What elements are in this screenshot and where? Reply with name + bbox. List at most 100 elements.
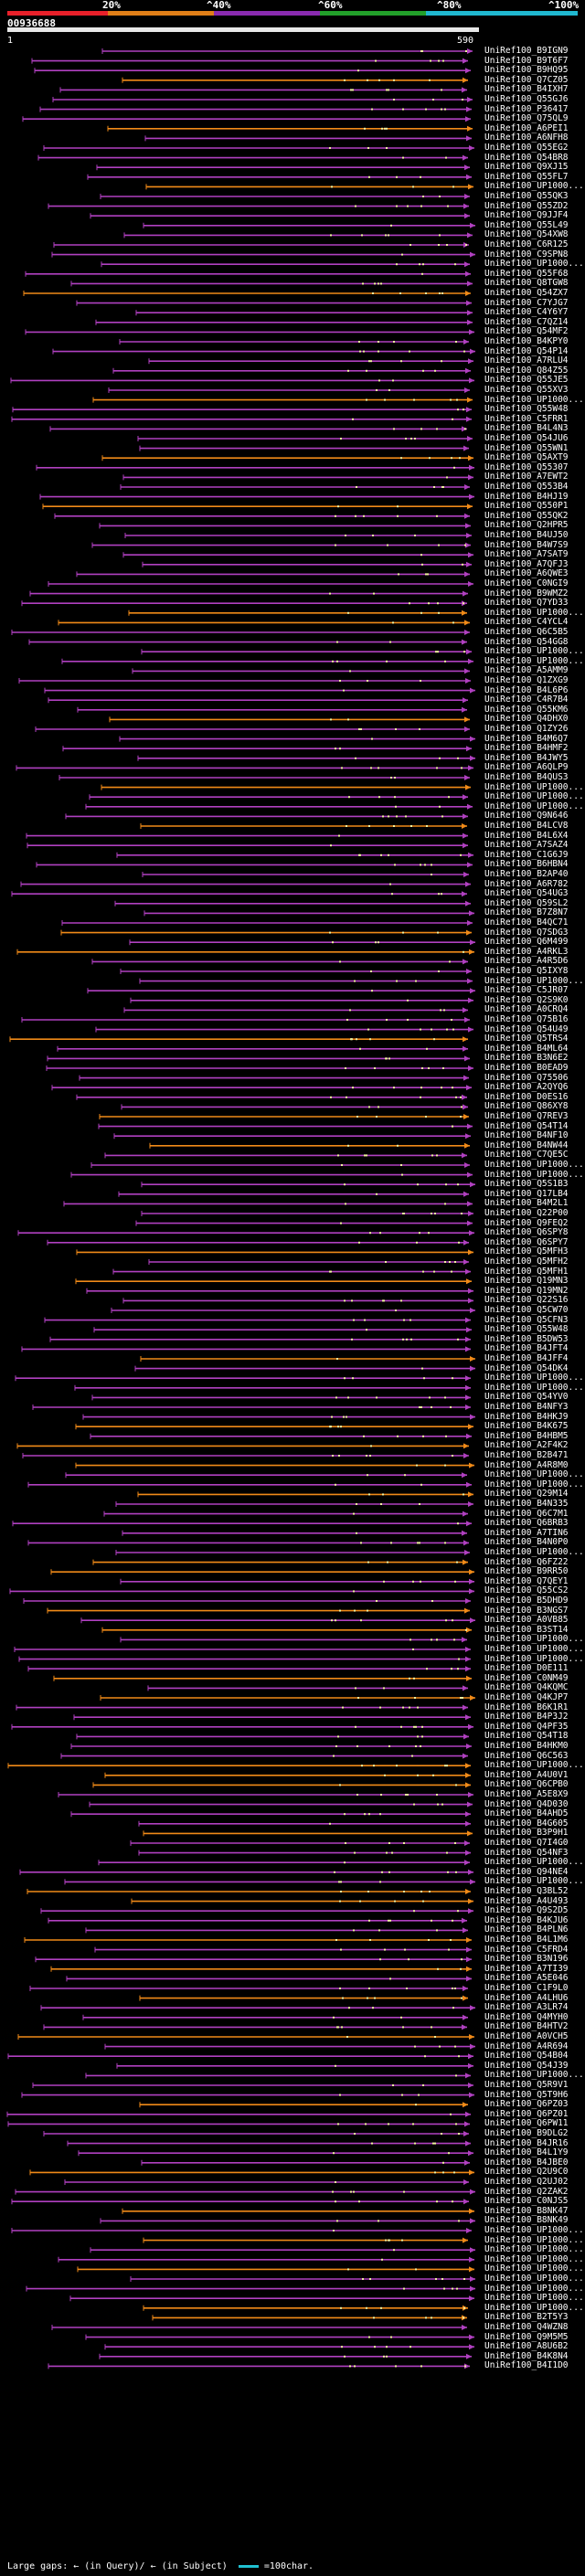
hit-label[interactable]: UniRef100_A4RKL3 xyxy=(484,946,569,957)
hit-label[interactable]: UniRef100_Q54GG8 xyxy=(484,636,569,647)
hit-label[interactable]: UniRef100_UP1000... xyxy=(484,2293,584,2304)
hit-label[interactable]: UniRef100_A4R8M0 xyxy=(484,1459,569,1470)
hit-label[interactable]: UniRef100_B2B471 xyxy=(484,1450,569,1460)
hit-label[interactable]: UniRef100_C0NM49 xyxy=(484,1672,569,1683)
hit-label[interactable]: UniRef100_B4M6Q7 xyxy=(484,733,569,744)
hit-label[interactable]: UniRef100_Q6C563 xyxy=(484,1750,569,1761)
hit-label[interactable]: UniRef100_B4L1M6 xyxy=(484,1935,569,1945)
hit-label[interactable]: UniRef100_Q6PW11 xyxy=(484,2118,569,2129)
hit-label[interactable]: UniRef100_UP1000... xyxy=(484,1653,584,1664)
hit-label[interactable]: UniRef100_B3P9H1 xyxy=(484,1828,569,1839)
hit-label[interactable]: UniRef100_Q55F68 xyxy=(484,268,569,279)
hit-label[interactable]: UniRef100_B4QUS3 xyxy=(484,772,569,782)
hit-label[interactable]: UniRef100_B4K675 xyxy=(484,1421,569,1432)
hit-label[interactable]: UniRef100_C0NGI9 xyxy=(484,578,569,588)
hit-label[interactable]: UniRef100_A2F4K2 xyxy=(484,1440,569,1451)
hit-label[interactable]: UniRef100_B4JBE0 xyxy=(484,2157,569,2168)
hit-label[interactable]: UniRef100_Q2UJ02 xyxy=(484,2177,569,2187)
hit-label[interactable]: UniRef100_B4QC71 xyxy=(484,917,569,928)
hit-label[interactable]: UniRef100_UP1000... xyxy=(484,1760,584,1771)
hit-label[interactable]: UniRef100_Q54T18 xyxy=(484,1731,569,1742)
hit-label[interactable]: UniRef100_Q5CFN3 xyxy=(484,1314,569,1325)
hit-label[interactable]: UniRef100_UP1000... xyxy=(484,2302,584,2313)
hit-label[interactable]: UniRef100_B2AP40 xyxy=(484,869,569,879)
hit-label[interactable]: UniRef100_Q3BL52 xyxy=(484,1886,569,1896)
hit-label[interactable]: UniRef100_Q7I4G0 xyxy=(484,1838,569,1848)
hit-label[interactable]: UniRef100_UP1000... xyxy=(484,1169,584,1180)
hit-label[interactable]: UniRef100_UP1000... xyxy=(484,781,584,792)
hit-label[interactable]: UniRef100_UP1000... xyxy=(484,394,584,405)
hit-label[interactable]: UniRef100_A6QWE3 xyxy=(484,568,569,579)
hit-label[interactable]: UniRef100_Q55JE5 xyxy=(484,375,569,386)
hit-label[interactable]: UniRef100_Q19MN3 xyxy=(484,1276,569,1287)
hit-label[interactable]: UniRef100_UP1000... xyxy=(484,2253,584,2264)
hit-label[interactable]: UniRef100_UP1000... xyxy=(484,1382,584,1393)
hit-label[interactable]: UniRef100_B3N196 xyxy=(484,1954,569,1965)
hit-label[interactable]: UniRef100_A2QYQ6 xyxy=(484,1082,569,1093)
hit-label[interactable]: UniRef100_B8NK47 xyxy=(484,2205,569,2216)
hit-label[interactable]: UniRef100_Q4D030 xyxy=(484,1798,569,1809)
hit-label[interactable]: UniRef100_B4HKM0 xyxy=(484,1741,569,1751)
hit-label[interactable]: UniRef100_Q55FL7 xyxy=(484,171,569,182)
hit-label[interactable]: UniRef100_A4U0V1 xyxy=(484,1769,569,1780)
hit-label[interactable]: UniRef100_Q54U49 xyxy=(484,1023,569,1034)
hit-label[interactable]: UniRef100_B4UJ50 xyxy=(484,530,569,540)
hit-label[interactable]: UniRef100_B4HBM5 xyxy=(484,1430,569,1441)
hit-label[interactable]: UniRef100_UP1000... xyxy=(484,800,584,811)
hit-label[interactable]: UniRef100_UP1000... xyxy=(484,975,584,986)
hit-label[interactable]: UniRef100_Q4WZN8 xyxy=(484,2322,569,2332)
hit-label[interactable]: UniRef100_C1F9L0 xyxy=(484,1983,569,1993)
hit-label[interactable]: UniRef100_C4R7B4 xyxy=(484,694,569,705)
hit-label[interactable]: UniRef100_B4N0P0 xyxy=(484,1537,569,1548)
hit-label[interactable]: UniRef100_UP1000... xyxy=(484,1634,584,1645)
hit-label[interactable]: UniRef100_Q54JU6 xyxy=(484,433,569,443)
hit-label[interactable]: UniRef100_D0ES16 xyxy=(484,1091,569,1102)
hit-label[interactable]: UniRef100_A4U493 xyxy=(484,1895,569,1906)
hit-label[interactable]: UniRef100_Q5CW70 xyxy=(484,1305,569,1315)
hit-label[interactable]: UniRef100_UP1000... xyxy=(484,2225,584,2235)
hit-label[interactable]: UniRef100_Q54XW8 xyxy=(484,229,569,240)
hit-label[interactable]: UniRef100_UP1000... xyxy=(484,2244,584,2255)
hit-label[interactable]: UniRef100_Q55KM6 xyxy=(484,704,569,715)
hit-label[interactable]: UniRef100_A4LHU6 xyxy=(484,1992,569,2003)
hit-label[interactable]: UniRef100_Q55WN1 xyxy=(484,442,569,453)
hit-label[interactable]: UniRef100_UP1000... xyxy=(484,2070,584,2081)
hit-label[interactable]: UniRef100_Q54B04 xyxy=(484,2051,569,2062)
hit-label[interactable]: UniRef100_Q6C5B5 xyxy=(484,627,569,637)
hit-label[interactable]: UniRef100_Q553B4 xyxy=(484,482,569,492)
hit-label[interactable]: UniRef100_UP1000... xyxy=(484,1160,584,1170)
hit-label[interactable]: UniRef100_B4AHD5 xyxy=(484,1808,569,1819)
hit-label[interactable]: UniRef100_Q75506 xyxy=(484,1072,569,1083)
hit-label[interactable]: UniRef100_B3N6E2 xyxy=(484,1053,569,1064)
hit-label[interactable]: UniRef100_A8U6B2 xyxy=(484,2341,569,2352)
hit-label[interactable]: UniRef100_A0VCH5 xyxy=(484,2031,569,2041)
hit-label[interactable]: UniRef100_Q5IXY8 xyxy=(484,966,569,976)
hit-label[interactable]: UniRef100_Q54UG3 xyxy=(484,888,569,899)
hit-label[interactable]: UniRef100_Q4PF35 xyxy=(484,1721,569,1732)
hit-label[interactable]: UniRef100_D0E111 xyxy=(484,1663,569,1674)
hit-label[interactable]: UniRef100_Q9XJ15 xyxy=(484,162,569,173)
hit-label[interactable]: UniRef100_Q55ZD2 xyxy=(484,200,569,211)
hit-label[interactable]: UniRef100_B9DLG2 xyxy=(484,2128,569,2138)
hit-label[interactable]: UniRef100_B4KJU6 xyxy=(484,1914,569,1925)
hit-label[interactable]: UniRef100_C0NJS5 xyxy=(484,2196,569,2207)
hit-label[interactable]: UniRef100_A7QFJ3 xyxy=(484,558,569,569)
hit-label[interactable]: UniRef100_B8NK49 xyxy=(484,2215,569,2226)
hit-label[interactable]: UniRef100_Q9JJF4 xyxy=(484,210,569,221)
hit-label[interactable]: UniRef100_Q5MFH3 xyxy=(484,1246,569,1257)
hit-label[interactable]: UniRef100_Q5TRS4 xyxy=(484,1034,569,1044)
hit-label[interactable]: UniRef100_C4Y6Y7 xyxy=(484,307,569,318)
hit-label[interactable]: UniRef100_C7YJG7 xyxy=(484,297,569,308)
hit-label[interactable]: UniRef100_Q6SPY7 xyxy=(484,1236,569,1247)
hit-label[interactable]: UniRef100_Q54MF2 xyxy=(484,326,569,337)
hit-label[interactable]: UniRef100_B4LCV8 xyxy=(484,821,569,831)
hit-label[interactable]: UniRef100_A4R694 xyxy=(484,2041,569,2051)
hit-label[interactable]: UniRef100_A0VB85 xyxy=(484,1615,569,1626)
hit-label[interactable]: UniRef100_B4JFF4 xyxy=(484,1353,569,1363)
hit-label[interactable]: UniRef100_C4YCL4 xyxy=(484,617,569,628)
hit-label[interactable]: UniRef100_Q55QK2 xyxy=(484,510,569,521)
hit-label[interactable]: UniRef100_B4L6P6 xyxy=(484,684,569,695)
hit-label[interactable]: UniRef100_Q54NF3 xyxy=(484,1847,569,1858)
hit-label[interactable]: UniRef100_Q54J39 xyxy=(484,2060,569,2071)
hit-label[interactable]: UniRef100_B9RR50 xyxy=(484,1566,569,1577)
